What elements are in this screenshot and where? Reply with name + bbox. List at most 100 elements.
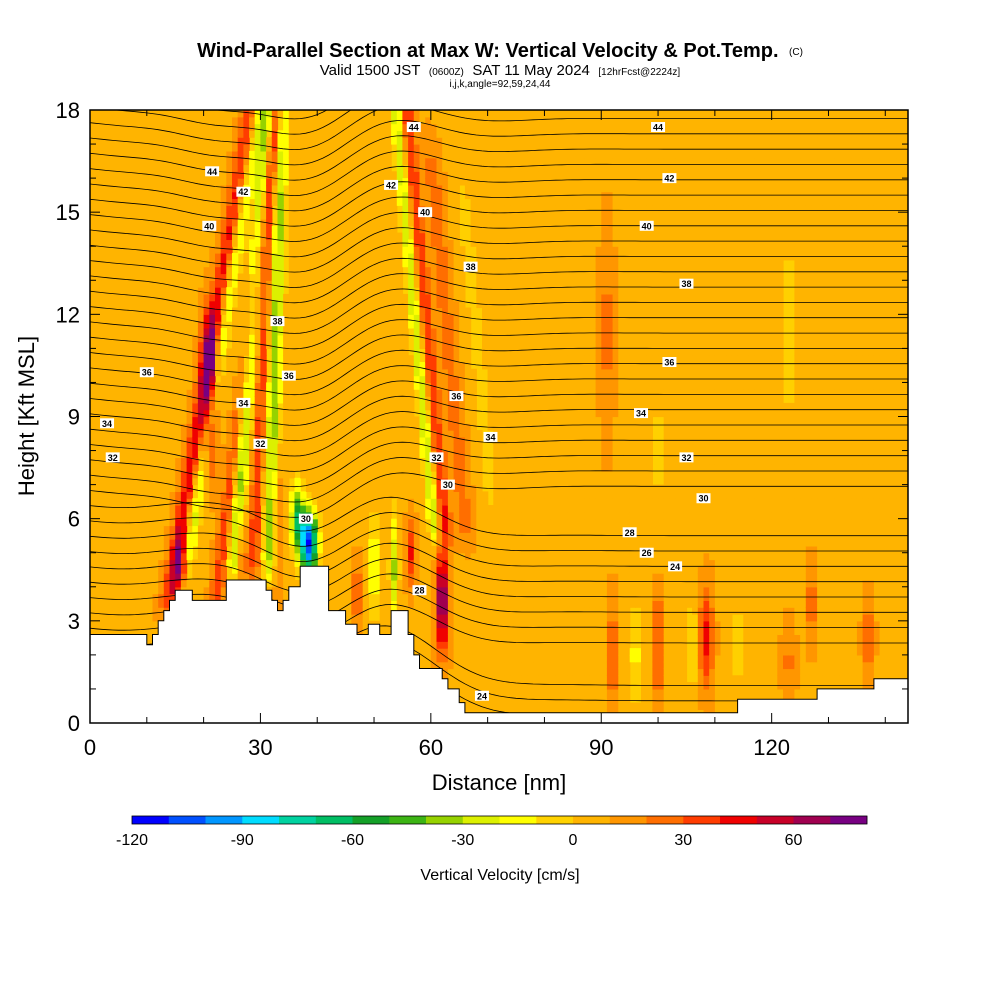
field-cell (112, 334, 119, 343)
field-cell (169, 293, 176, 302)
field-cell (357, 505, 364, 513)
field-cell (277, 287, 284, 295)
field-cell (107, 287, 114, 295)
field-cell (260, 328, 267, 336)
field-cell (107, 607, 114, 615)
field-cell (209, 123, 216, 131)
field-cell (226, 164, 233, 172)
field-cell (339, 436, 347, 445)
field-cell (317, 266, 324, 275)
field-cell (95, 450, 102, 458)
field-cell (186, 539, 193, 547)
field-cell (141, 287, 148, 295)
field-cell (124, 348, 131, 356)
field-cell (260, 382, 267, 390)
field-cell (357, 328, 364, 336)
field-cell (141, 477, 148, 486)
field-cell (357, 539, 364, 547)
field-cell (385, 232, 392, 240)
field-cell (186, 137, 193, 145)
field-cell (243, 314, 250, 322)
field-cell (362, 525, 369, 533)
field-cell (175, 430, 182, 438)
field-cell (141, 450, 148, 458)
field-cell (203, 498, 210, 506)
field-cell (90, 477, 97, 486)
field-cell (186, 321, 193, 329)
field-cell (254, 566, 261, 574)
field-cell (277, 559, 284, 567)
field-cell (118, 150, 125, 159)
field-cell (129, 477, 137, 486)
field-cell (237, 559, 244, 567)
field-cell (118, 423, 125, 431)
field-cell (107, 498, 114, 506)
field-cell (300, 382, 307, 390)
field-cell (408, 219, 415, 227)
field-cell (237, 471, 244, 479)
field-cell (158, 545, 165, 554)
field-cell (158, 123, 165, 131)
field-cell (90, 505, 97, 513)
field-cell (220, 293, 227, 302)
field-cell (152, 423, 159, 431)
field-cell (135, 375, 142, 383)
field-cell (305, 198, 313, 206)
field-cell (180, 150, 188, 159)
field-cell (163, 341, 171, 349)
field-cell (288, 341, 296, 349)
field-cell (300, 144, 307, 152)
field-cell (163, 232, 171, 240)
field-cell (328, 368, 335, 377)
field-cell (300, 171, 307, 179)
field-cell (209, 402, 216, 411)
field-cell (209, 375, 216, 383)
field-cell (266, 164, 273, 172)
field-cell (328, 586, 335, 595)
field-cell (368, 239, 375, 247)
field-cell (339, 382, 347, 390)
field-cell (294, 443, 301, 452)
field-cell (339, 593, 347, 601)
field-cell (118, 246, 125, 254)
field-cell (169, 423, 176, 431)
field-cell (237, 341, 244, 349)
field-cell (408, 191, 415, 200)
field-cell (328, 484, 335, 492)
field-cell (220, 559, 227, 567)
field-cell (146, 450, 154, 458)
field-cell (351, 123, 358, 131)
field-cell (180, 225, 188, 234)
field-cell (192, 559, 199, 567)
field-cell (402, 593, 409, 601)
field-cell (101, 164, 108, 172)
field-cell (203, 314, 210, 322)
field-cell (158, 321, 165, 329)
field-cell (357, 450, 364, 458)
field-cell (215, 205, 222, 213)
field-cell (175, 498, 182, 506)
field-cell (345, 246, 352, 254)
field-cell (362, 334, 369, 343)
field-cell (237, 321, 244, 329)
field-cell (266, 498, 273, 506)
field-cell (215, 552, 222, 561)
field-cell (271, 416, 279, 424)
field-cell (266, 484, 273, 492)
field-cell (328, 259, 335, 268)
field-cell (362, 620, 369, 629)
field-cell (339, 505, 347, 513)
field-cell (311, 164, 318, 172)
field-cell (95, 191, 102, 200)
field-cell (243, 280, 250, 288)
field-cell (90, 137, 97, 145)
field-cell (175, 266, 182, 275)
field-cell (357, 212, 364, 220)
field-cell (90, 334, 97, 343)
field-cell (391, 225, 398, 234)
field-cell (135, 484, 142, 492)
field-cell (328, 600, 335, 608)
field-cell (141, 600, 148, 608)
field-cell (266, 116, 273, 125)
field-cell (396, 518, 404, 527)
